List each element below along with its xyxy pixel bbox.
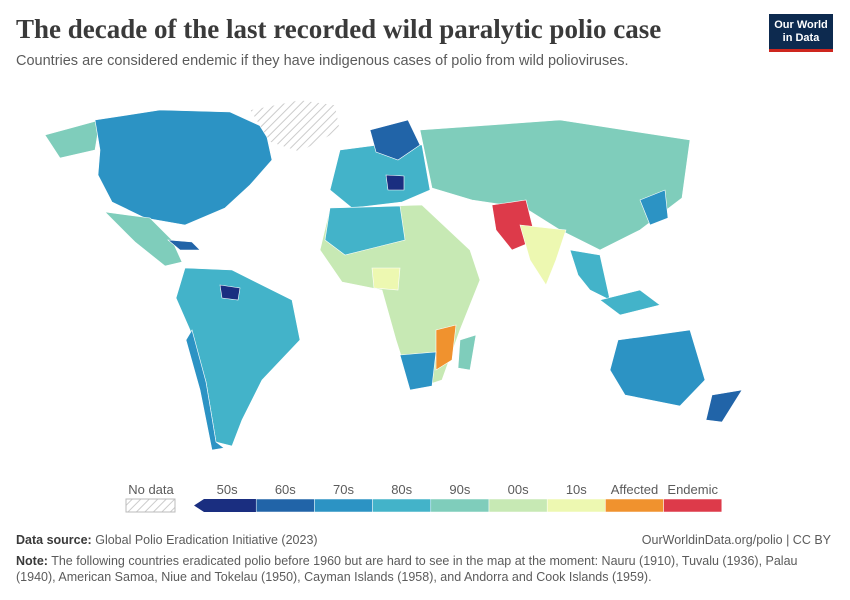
legend-swatch (488, 498, 548, 513)
note: Note: The following countries eradicated… (16, 553, 836, 585)
url[interactable]: OurWorldinData.org/polio | CC BY (641, 533, 831, 547)
country (369, 119, 421, 161)
legend-label: 80s (391, 482, 412, 497)
country (185, 329, 225, 451)
source-text: Global Polio Eradication Initiative (202… (95, 533, 318, 547)
legend-label: Affected (611, 482, 658, 497)
country (104, 211, 183, 267)
country (599, 289, 661, 316)
no-data-swatch (125, 498, 176, 513)
legend-label: 10s (566, 482, 587, 497)
title: The decade of the last recorded wild par… (16, 14, 662, 44)
subtitle: Countries are considered endemic if they… (16, 53, 629, 69)
country (457, 334, 477, 371)
country (44, 119, 101, 159)
logo-text: Our World (774, 19, 828, 31)
country (639, 189, 669, 226)
country (705, 389, 743, 423)
legend-label: 70s (333, 482, 354, 497)
note-label: Note: (16, 554, 48, 568)
country (175, 267, 301, 447)
legend-swatch (546, 498, 606, 513)
country (324, 205, 406, 256)
legend-swatch (430, 498, 490, 513)
world-map (44, 99, 743, 451)
legend-label: 60s (275, 482, 296, 497)
country (94, 109, 273, 226)
country (371, 267, 401, 291)
legend-label: No data (128, 482, 174, 497)
source: Data source: Global Polio Eradication In… (16, 533, 318, 547)
country (569, 249, 611, 301)
legend-swatch (255, 498, 315, 513)
legend: No data 50s 60s 70s 80s 90s 00s 10s Affected End… (125, 482, 723, 513)
country (385, 174, 405, 191)
note-text: The following countries eradicated polio… (16, 554, 798, 584)
legend-swatch (194, 499, 257, 512)
country (167, 239, 201, 251)
legend-swatch (314, 498, 373, 513)
legend-label: 90s (449, 482, 470, 497)
country (519, 224, 567, 286)
country (399, 351, 437, 391)
legend-label: Endemic (667, 482, 718, 497)
logo-text: in Data (782, 32, 820, 44)
country (219, 284, 241, 301)
legend-swatch (605, 498, 664, 513)
legend-label: 00s (508, 482, 529, 497)
country (329, 144, 431, 209)
country (609, 329, 706, 407)
logo[interactable]: Our World in Data (769, 14, 833, 52)
legend-swatch (663, 498, 723, 513)
legend-label: 50s (217, 482, 238, 497)
legend-swatch (372, 498, 432, 513)
source-label: Data source: (16, 533, 92, 547)
country (435, 324, 457, 371)
country (419, 119, 691, 251)
country (249, 99, 341, 153)
